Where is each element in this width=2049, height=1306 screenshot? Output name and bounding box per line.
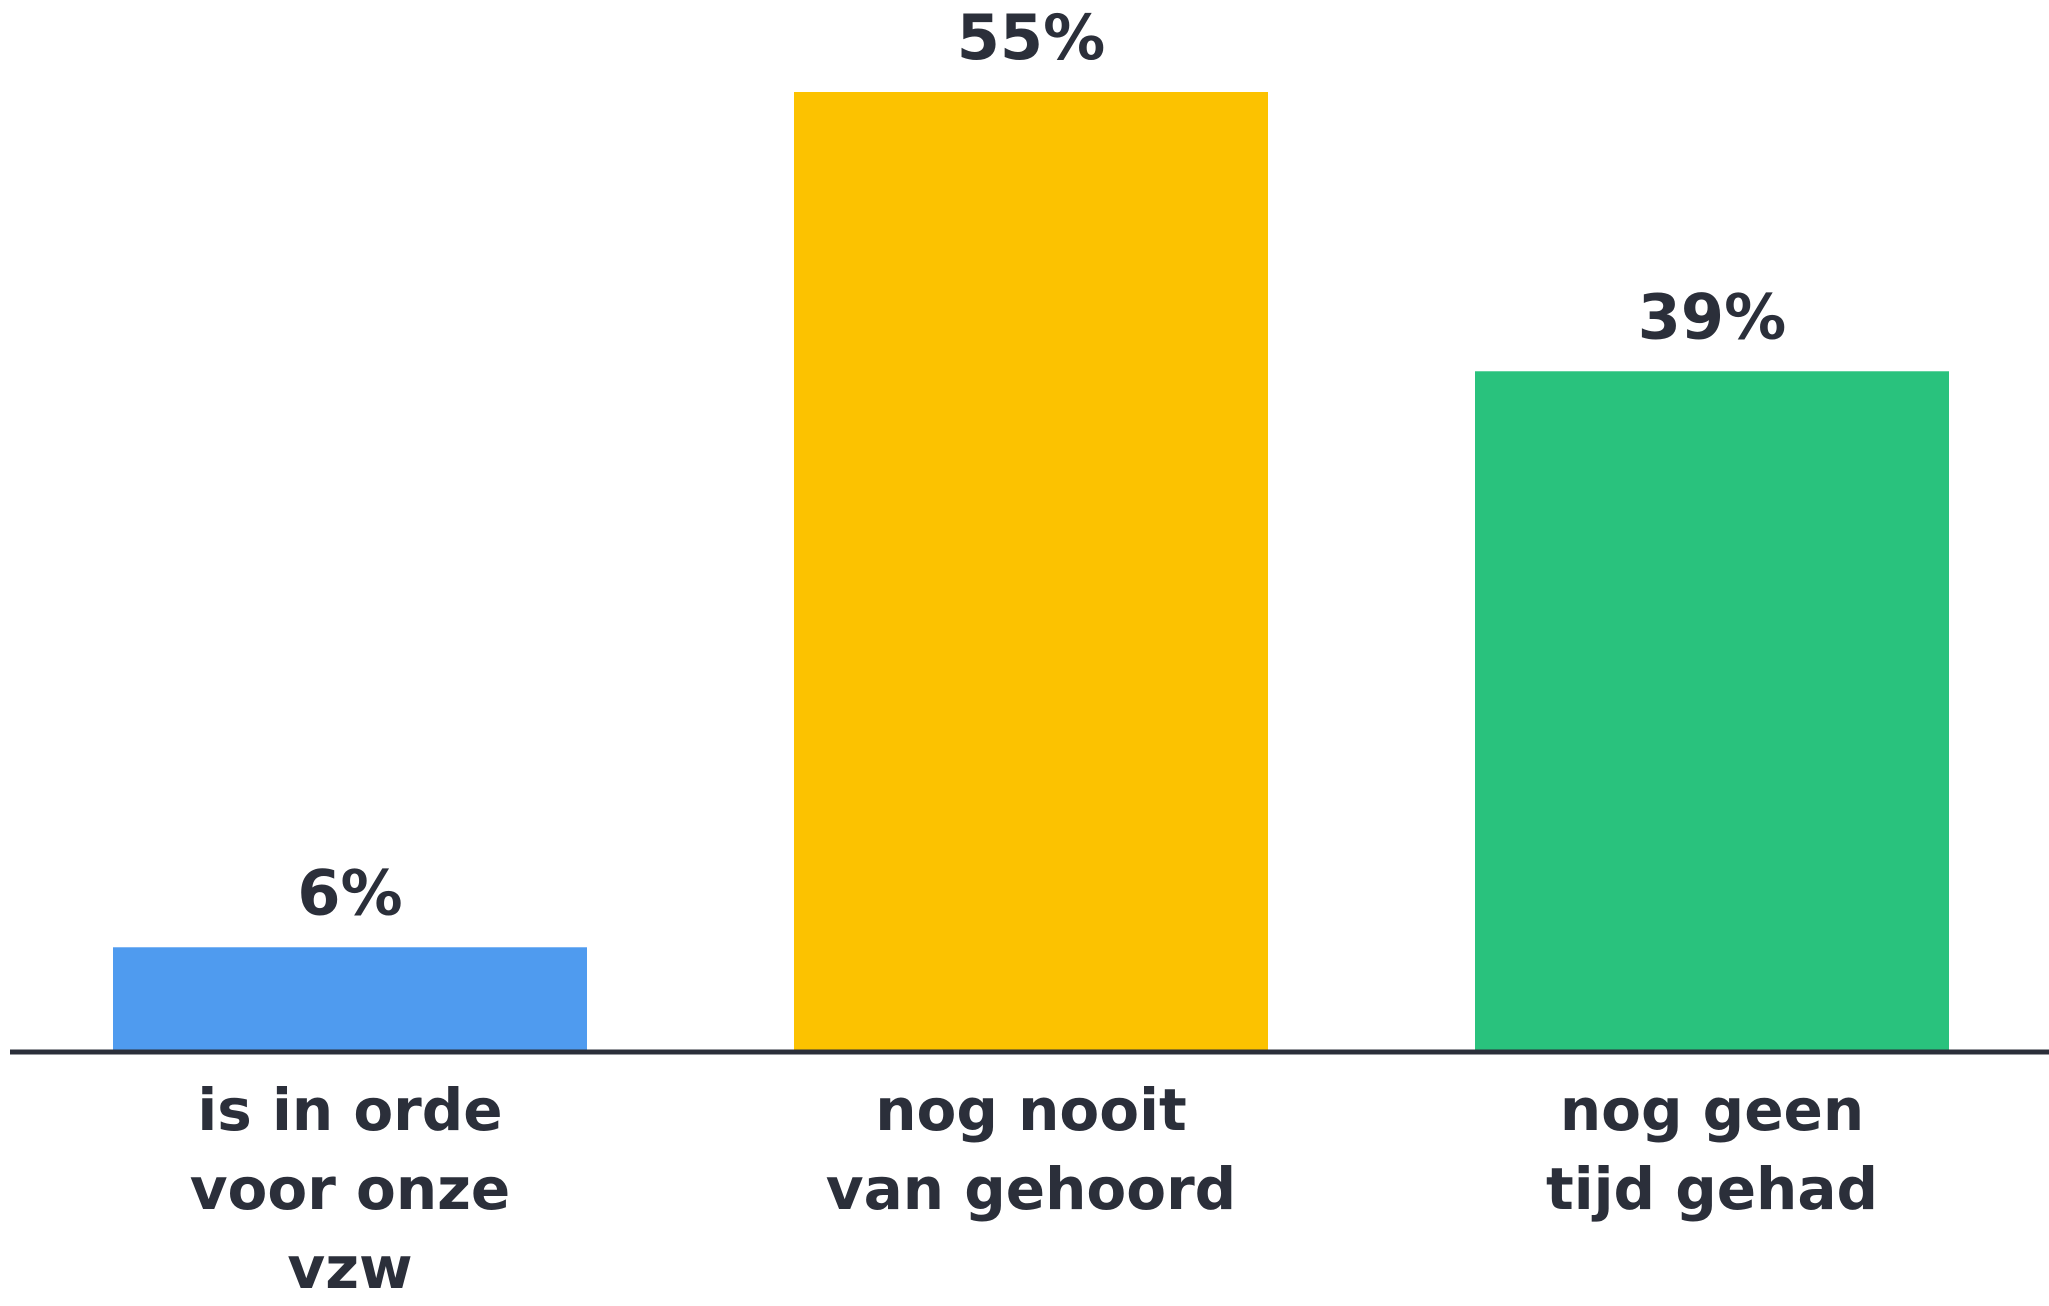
x-tick-label: nog geen tijd gehad	[1546, 1076, 1878, 1223]
x-tick-label-line: is in orde	[197, 1076, 502, 1144]
value-label: 39%	[1638, 280, 1786, 353]
x-tick-label-line: voor onze	[190, 1155, 511, 1223]
x-tick-label-line: nog nooit	[875, 1076, 1186, 1144]
value-label: 55%	[957, 1, 1105, 74]
bar	[794, 92, 1268, 1052]
bar	[1475, 371, 1949, 1053]
x-tick-label-line: vzw	[287, 1234, 412, 1302]
x-tick-label: nog nooit van gehoord	[826, 1076, 1236, 1223]
bar	[113, 947, 587, 1052]
x-tick-label: is in orde voor onze vzw	[190, 1076, 511, 1302]
x-tick-label-line: tijd gehad	[1546, 1155, 1878, 1223]
x-tick-label-line: nog geen	[1560, 1076, 1864, 1144]
value-label: 6%	[297, 856, 402, 929]
x-tick-label-line: van gehoord	[826, 1155, 1236, 1223]
